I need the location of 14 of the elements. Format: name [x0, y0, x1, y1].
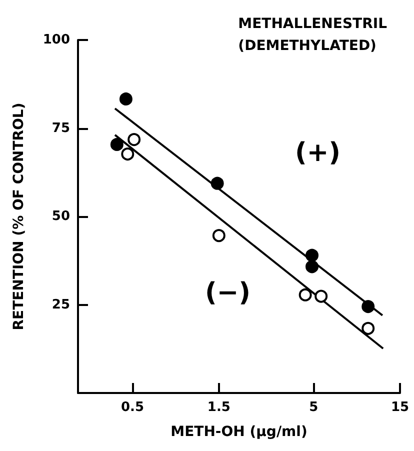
y-tick-label: 75: [52, 120, 70, 136]
x-tick-label: 5: [309, 400, 318, 415]
x-axis-title: METH-OH (µg/ml): [170, 424, 308, 440]
y-tick-label: 100: [42, 32, 70, 48]
x-tick-label: 1.5: [207, 400, 230, 415]
y-tick-label: 25: [52, 297, 70, 312]
x-tick-label: 0.5: [120, 400, 144, 415]
chart-subtitle: (DEMETHYLATED): [238, 38, 376, 54]
annotation: (−): [205, 278, 251, 308]
y-axis-title: RETENTION (% OF CONTROL): [11, 102, 27, 330]
y-tick-label: 50: [52, 209, 70, 224]
annotation: (+): [295, 138, 341, 168]
chart-title: METHALLENESTRIL: [238, 16, 388, 32]
x-tick-label: 15: [390, 400, 410, 415]
